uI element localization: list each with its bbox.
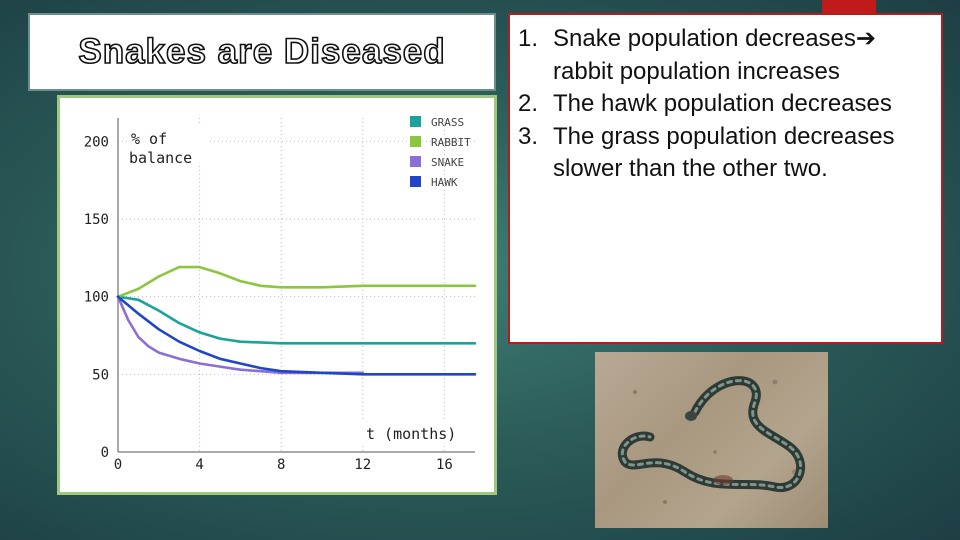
x-tick-label: 0 (114, 457, 122, 473)
slide-title: Snakes are Diseased (78, 31, 446, 72)
item-text: rabbit population increases (553, 57, 840, 85)
series-line-grass (116, 295, 477, 345)
x-axis-title: t (months) (366, 425, 456, 443)
xlabel-bg (362, 422, 474, 444)
title-box: Snakes are Diseased (28, 13, 496, 91)
legend-label: GRASS (431, 116, 464, 129)
item-number: 2. (518, 90, 539, 117)
series-line-snake (116, 295, 365, 375)
y-tick-label: 150 (84, 212, 109, 228)
accent-tab (822, 0, 876, 13)
legend-swatch (410, 176, 421, 187)
x-tick-label: 8 (277, 457, 285, 473)
y-tick-label: 200 (84, 134, 109, 150)
legend-label: RABBIT (431, 136, 471, 149)
legend-label: HAWK (431, 176, 458, 189)
y-tick-label: 50 (92, 367, 109, 383)
legend-swatch (410, 136, 421, 147)
y-axis-title: % of (131, 130, 167, 148)
text-box: 1. Snake population decreases➔ rabbit po… (508, 13, 943, 344)
chart-panel: 0 4 8 12 16 0 50 100 150 200 % of balance t (months)… (57, 95, 497, 495)
legend-swatch (410, 156, 421, 167)
y-tick-label: 0 (101, 445, 109, 461)
list-item: 3. The grass population decreases slower… (510, 121, 941, 186)
item-text: The hawk population decreases (553, 90, 892, 117)
ylabel-bg (127, 126, 207, 166)
arrow-icon: ➔ (855, 25, 876, 52)
item-number: 1. (518, 25, 539, 52)
series-line-rabbit (116, 265, 477, 298)
item-number: 3. (518, 122, 539, 150)
item-text: Snake population decreases (553, 25, 856, 52)
y-tick-label: 100 (84, 290, 109, 306)
legend-swatch (410, 116, 421, 127)
x-tick-label: 4 (195, 457, 203, 473)
snake-photo (595, 352, 828, 528)
y-axis-title: balance (129, 149, 192, 167)
legend-label: SNAKE (431, 156, 464, 169)
item-text: The grass population decreases slower th… (553, 122, 895, 183)
list-item: 1. Snake population decreases➔ rabbit po… (510, 23, 941, 88)
list-item: 2. The hawk population decreases (510, 88, 941, 121)
x-tick-label: 12 (354, 457, 371, 473)
points-list: 1. Snake population decreases➔ rabbit po… (510, 15, 941, 186)
snake-image (618, 376, 806, 504)
x-tick-label: 16 (436, 457, 453, 473)
series-line-hawk (116, 295, 477, 376)
